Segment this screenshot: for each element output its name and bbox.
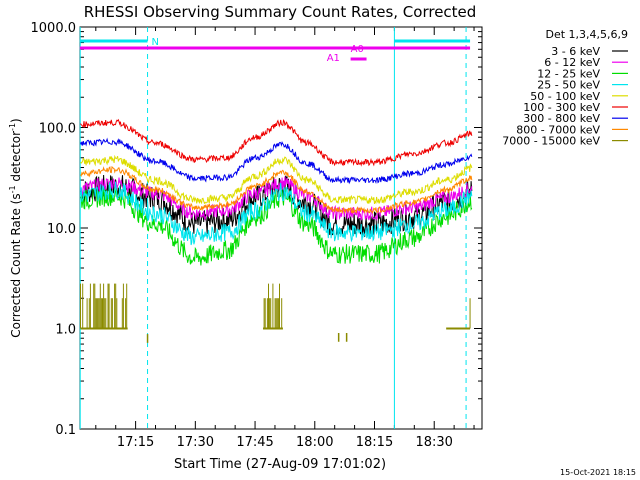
series-line-50-100-: [80, 154, 473, 205]
y-axis-label: Corrected Count Rate (s-1 detector-1): [8, 118, 23, 337]
flag-label-a1: A1: [327, 53, 340, 64]
x-axis-label: Start Time (27-Aug-09 17:01:02): [174, 457, 386, 472]
legend-label: 7000 - 15000 keV: [502, 135, 600, 148]
x-tick-label: 18:30: [415, 435, 452, 450]
series-line-800-7000-: [80, 165, 473, 215]
x-tick-label: 17:45: [236, 435, 273, 450]
series-lines: [80, 118, 473, 343]
legend-label: 25 - 50 keV: [537, 79, 600, 92]
x-axis: 17:15 17:30 17:45 18:00 18:15 18:30: [95, 27, 475, 450]
y-tick-label: 100.0: [39, 122, 76, 137]
plot-frame: [79, 26, 483, 430]
legend-label: 50 - 100 keV: [530, 90, 600, 103]
y-tick-label: 10.0: [47, 222, 76, 237]
series-line-12-25-: [80, 186, 473, 266]
series-line-6-12-: [80, 176, 473, 222]
series-line-100-300-: [80, 118, 473, 167]
legend-label: 300 - 800 keV: [523, 112, 600, 125]
flag-label-n: N: [152, 37, 159, 48]
x-tick-label: 17:15: [117, 435, 154, 450]
chart-title: RHESSI Observing Summary Count Rates, Co…: [84, 3, 477, 21]
y-tick-label: 0.1: [55, 423, 76, 438]
legend-label: 800 - 7000 keV: [516, 123, 600, 136]
footer-timestamp: 15-Oct-2021 18:15: [560, 468, 636, 477]
flag-label-a0: A0: [351, 44, 364, 55]
flag-bars: N A0 A1: [79, 37, 471, 64]
y-tick-label: 1.0: [55, 323, 76, 338]
x-tick-label: 17:30: [177, 435, 214, 450]
series-line-25-50-: [80, 181, 473, 246]
legend-label: 3 - 6 keV: [551, 45, 600, 58]
x-tick-label: 18:15: [356, 435, 393, 450]
legend-label: 12 - 25 keV: [537, 67, 600, 80]
legend-title: Det 1,3,4,5,6,9: [545, 28, 628, 41]
legend-label: 6 - 12 keV: [544, 56, 600, 69]
series-line-300-800-: [80, 137, 473, 185]
legend-label: 100 - 300 keV: [523, 101, 600, 114]
x-tick-label: 18:00: [296, 435, 333, 450]
y-axis: 0.1 1.0 10.0 100.0 1000.0: [31, 21, 482, 438]
y-tick-label: 1000.0: [31, 21, 77, 36]
